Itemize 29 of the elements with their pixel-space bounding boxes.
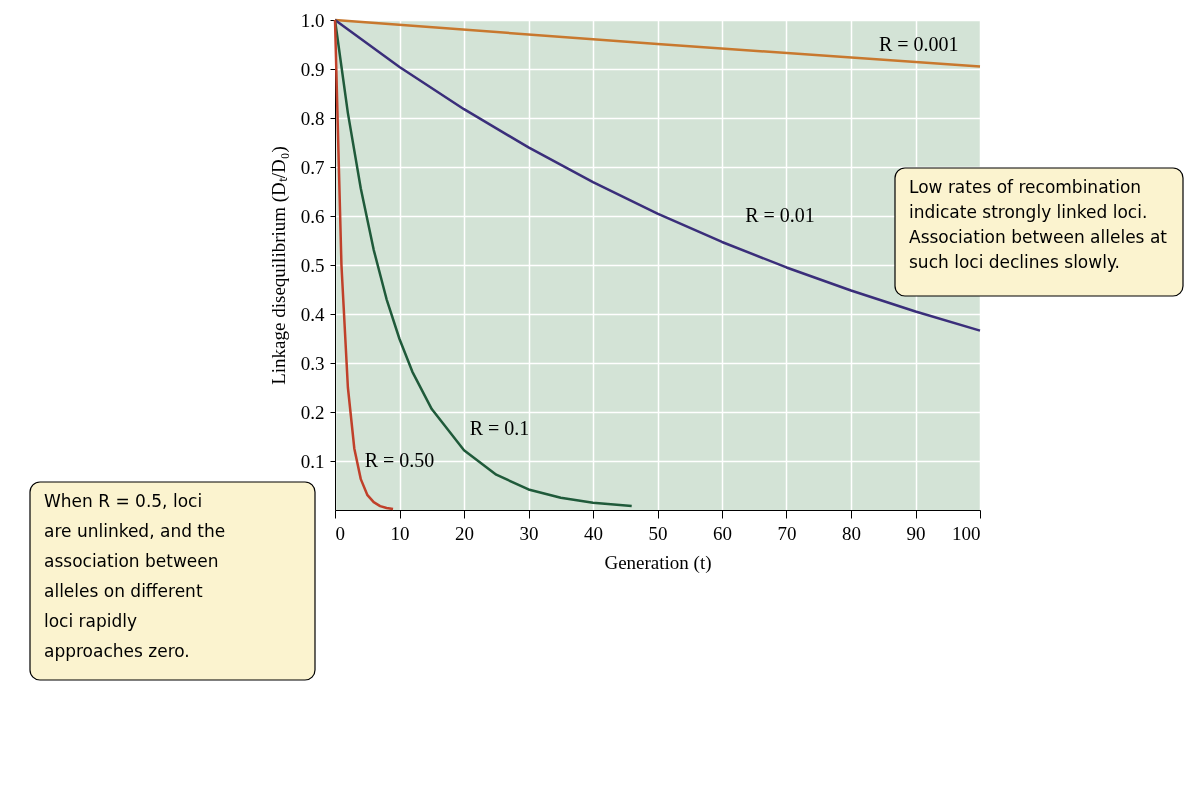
series-label: R = 0.001 — [878, 32, 959, 55]
text: When R = 0.5, loci are unlinked, and the association between alleles on different loci rapidly approaches zero. — [44, 491, 226, 661]
annotation: Low rates of recombination indicate strongly linked loci. Association between alleles at such loci declines slowly. — [909, 177, 1168, 272]
x-tick-label: 40 — [584, 522, 603, 544]
y-tick-label: 0.8 — [300, 107, 325, 129]
series-label: R = 0.1 — [469, 417, 530, 440]
y-tick-label: 0.5 — [300, 254, 325, 276]
x-tick-label: 20 — [455, 522, 474, 544]
x-axis-title: Generation (t) — [604, 551, 712, 574]
y-tick-label: 0.9 — [300, 58, 325, 80]
x-tick-label: 80 — [842, 522, 861, 544]
x-tick-label: 100 — [952, 522, 981, 544]
y-axis-title: Linkage disequilibrium (Dₜ/D₀) — [267, 146, 290, 385]
series-label: R = 0.01 — [745, 204, 815, 226]
y-tick-label: 1.0 — [300, 9, 325, 31]
x-tick-label: 0 — [335, 522, 345, 544]
x-tick-label: 70 — [777, 522, 797, 544]
series-label: R = 0.50 — [364, 449, 435, 471]
x-tick-label: 60 — [713, 522, 732, 544]
y-tick-label: 0.6 — [300, 205, 325, 227]
x-tick-label: 90 — [906, 522, 926, 544]
y-tick-label: 0.7 — [300, 156, 325, 178]
y-tick-label: 0.1 — [300, 450, 325, 472]
x-tick-label: 50 — [648, 522, 668, 544]
y-tick-label: 0.2 — [300, 401, 325, 423]
y-tick-label: 0.3 — [300, 352, 325, 374]
x-tick-label: 10 — [390, 522, 410, 544]
x-tick-label: 30 — [519, 522, 539, 544]
y-tick-label: 0.4 — [300, 303, 325, 325]
